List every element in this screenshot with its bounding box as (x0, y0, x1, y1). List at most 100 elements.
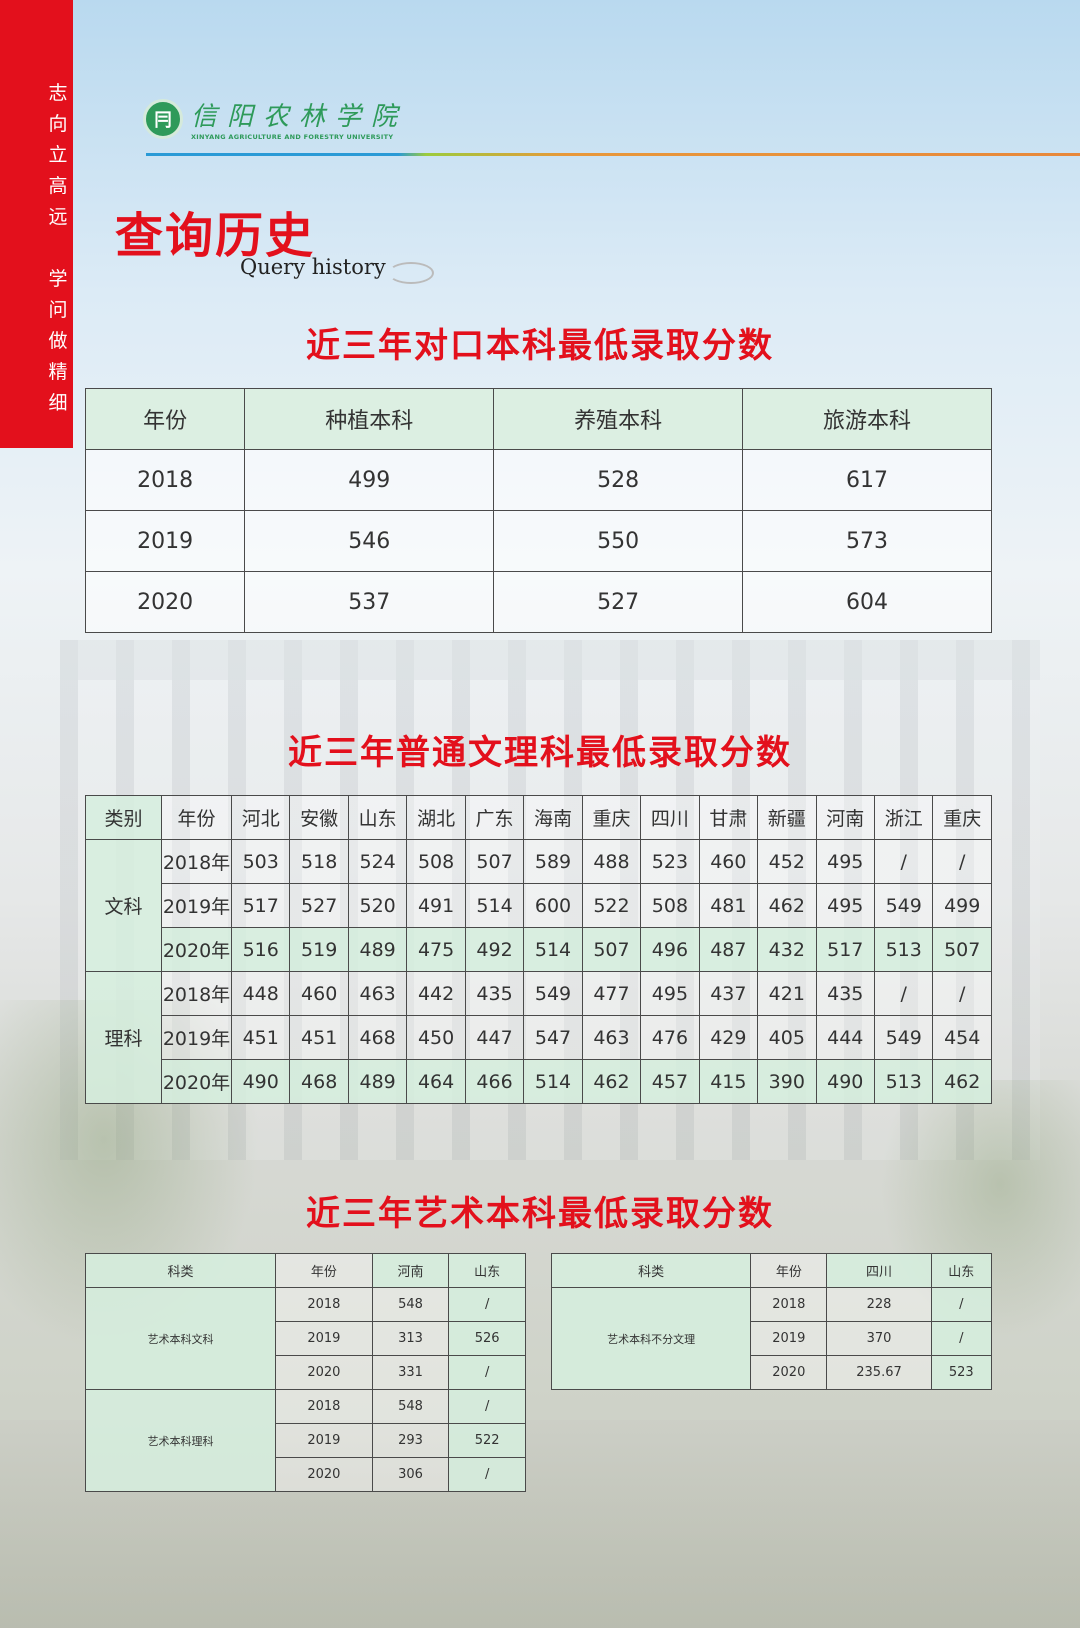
column-header: 四川 (826, 1253, 932, 1288)
table-cell: 415 (698, 1059, 759, 1104)
motto-char: 精 (48, 361, 68, 383)
column-header: 年份 (275, 1253, 373, 1288)
table-cell: 518 (289, 839, 349, 884)
table-cell: 490 (815, 1059, 875, 1104)
table-cell: / (930, 1321, 993, 1356)
table-cell: 513 (873, 1059, 934, 1104)
column-header: 重庆 (932, 795, 992, 840)
table-row: 艺术本科理科 2018 548/ (84, 1389, 526, 1492)
header-row: 年份 种植本科 养殖本科 旅游本科 (84, 388, 992, 450)
table-cell: 548 (371, 1287, 450, 1322)
table-cell: 2020年 (161, 1059, 232, 1104)
table-cell: 477 (581, 971, 642, 1016)
column-header: 年份 (161, 795, 232, 840)
table-cell: 462 (932, 1059, 992, 1104)
table-cell: 2018 (275, 1287, 373, 1322)
table-cell: 435 (815, 971, 875, 1016)
table-cell: 429 (698, 1015, 759, 1060)
table-row: 2019年 517 527 520 491 514 600 522 508 481 462 495 54… (86, 883, 992, 928)
column-header: 海南 (523, 795, 583, 840)
table-cell: 2020年 (161, 927, 232, 972)
table-cell: 489 (347, 1059, 408, 1104)
table-cell: / (448, 1287, 526, 1322)
table-cell: 507 (581, 927, 642, 972)
table-row: 文科 2018年 503 518 524 508 507 589 488 523 460 452 495… (85, 839, 992, 972)
motto-char: 高 (48, 175, 68, 197)
table-cell: 331 (371, 1355, 450, 1390)
category-cell: 理科 (85, 971, 162, 1104)
table-cell: 519 (289, 927, 349, 972)
motto-char: 远 (48, 206, 68, 228)
section2-title: 近三年普通文理科最低录取分数 (288, 733, 792, 773)
column-header: 山东 (448, 1253, 526, 1288)
table-cell: 549 (873, 883, 934, 928)
column-header: 河南 (371, 1253, 450, 1288)
table-cell: 481 (698, 883, 759, 928)
header-divider (146, 153, 1080, 156)
table-cell: 523 (930, 1355, 993, 1390)
table-cell: 489 (347, 927, 408, 972)
table-cell: 546 (244, 510, 495, 572)
table-cell: 2020 (750, 1355, 828, 1390)
red-sidebar: 志向立高远 学问做精细 (0, 0, 73, 448)
column-header: 广东 (464, 795, 525, 840)
table-cell: 549 (873, 1015, 934, 1060)
table-row: 2019 313 526 (86, 1321, 526, 1356)
table-cell: / (932, 971, 992, 1016)
table-row: 艺术本科不分文理 2018 228/ (550, 1287, 993, 1390)
table-row: 2018 499 528 617 (84, 449, 992, 511)
table-row: 2020 331/ (86, 1355, 526, 1390)
category-cell: 艺术本科不分文理 (550, 1287, 752, 1390)
category-cell: 艺术本科理科 (84, 1389, 277, 1492)
table-cell: 2018 (275, 1389, 373, 1424)
general-scores-table: 类别 年份 河北 安徽 山东 湖北 广东 海南 重庆 四川 甘肃 新疆 河南 浙江 重庆 文科 2018年 503… (85, 795, 992, 1104)
table-cell: 457 (640, 1059, 700, 1104)
column-header: 科类 (550, 1253, 752, 1288)
table-cell: 548 (371, 1389, 450, 1424)
table-cell: 600 (523, 883, 583, 928)
table-cell: 293 (371, 1423, 450, 1458)
table-cell: 2020 (84, 571, 246, 633)
table-cell: 549 (523, 971, 583, 1016)
page-title: 查询历史 (115, 208, 316, 264)
table-cell: 547 (523, 1015, 583, 1060)
motto: 志向立高远 学问做精细 (46, 78, 70, 419)
table-cell: 421 (757, 971, 817, 1016)
table-cell: 435 (464, 971, 525, 1016)
table-row: 2020年 516 519 489 475 492 514 507 496 487 432 517 51… (86, 927, 992, 972)
table-cell: 499 (244, 449, 495, 511)
motto-char (46, 233, 70, 264)
column-header: 旅游本科 (742, 388, 992, 450)
table-row: 2019 293 522 (86, 1423, 526, 1458)
table-cell: 450 (406, 1015, 466, 1060)
column-header: 湖北 (406, 795, 466, 840)
motto-char: 向 (48, 113, 68, 135)
art-scores-table-1: 科类 年份 河南 山东 艺术本科文科 2018 548/2019 313 526 2020 331/… (84, 1253, 526, 1492)
table-cell: 228 (826, 1287, 932, 1322)
table-cell: 496 (640, 927, 700, 972)
motto-char: 学 (48, 268, 68, 290)
table-row: 2020 235.67 523 (552, 1355, 993, 1390)
table-cell: 507 (464, 839, 525, 884)
table-cell: 451 (289, 1015, 349, 1060)
table-cell: 452 (757, 839, 817, 884)
table-cell: / (873, 839, 934, 884)
motto-char: 问 (48, 299, 68, 321)
table-cell: 460 (289, 971, 349, 1016)
table-cell: 524 (347, 839, 408, 884)
category-cell: 艺术本科文科 (84, 1287, 277, 1390)
vocational-scores-table: 年份 种植本科 养殖本科 旅游本科 2018 499 528 617 2019 546 550 573… (84, 388, 992, 633)
table-cell: 550 (493, 510, 744, 572)
table-cell: 514 (464, 883, 525, 928)
table-cell: 2019年 (161, 883, 232, 928)
table-row: 2019 370/ (552, 1321, 993, 1356)
column-header: 年份 (84, 388, 246, 450)
table-cell: 464 (406, 1059, 466, 1104)
table-cell: 495 (815, 839, 875, 884)
table-row: 理科 2018年 448 460 463 442 435 549 477 495 437 421 435… (85, 971, 992, 1104)
header-row: 类别 年份 河北 安徽 山东 湖北 广东 海南 重庆 四川 甘肃 新疆 河南 浙江 重庆 (85, 795, 992, 840)
table-cell: 462 (757, 883, 817, 928)
seal-icon: 冃 (143, 98, 183, 139)
motto-char: 做 (48, 330, 68, 352)
table-cell: 475 (406, 927, 466, 972)
